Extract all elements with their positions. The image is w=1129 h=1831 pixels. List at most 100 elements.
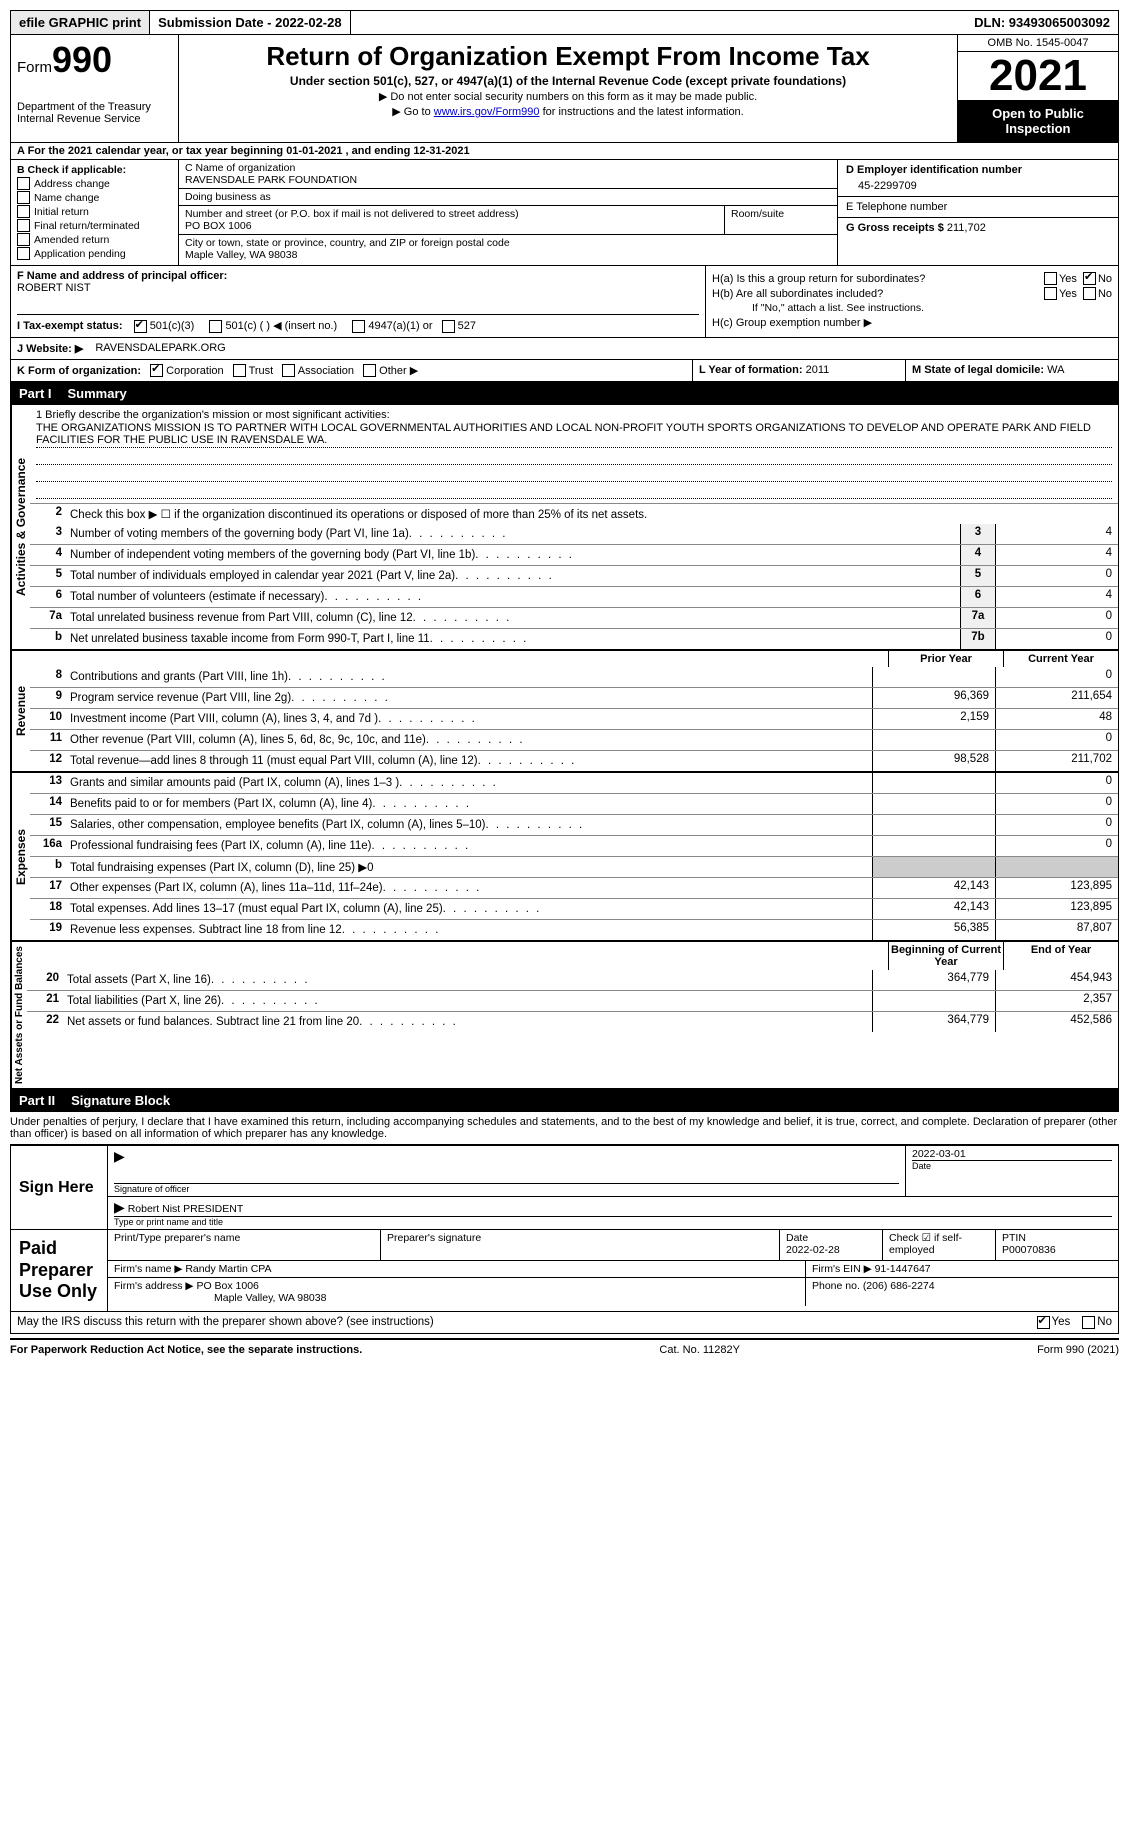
prep-name-space bbox=[114, 1244, 374, 1258]
gov-block: Activities & Governance 1 Briefly descri… bbox=[11, 405, 1118, 649]
line-num: 4 bbox=[30, 545, 66, 565]
chk-trust[interactable] bbox=[233, 364, 246, 377]
line-num: 7a bbox=[30, 608, 66, 628]
prep-self-emp-cell: Check ☑ if self-employed bbox=[883, 1230, 996, 1260]
line-current: 48 bbox=[995, 709, 1118, 729]
opt-501c: 501(c) ( ) ◀ (insert no.) bbox=[225, 320, 337, 332]
mission-blank-2 bbox=[36, 465, 1112, 482]
checkbox-icon bbox=[17, 177, 30, 190]
form-header: Form990 Department of the Treasury Inter… bbox=[10, 35, 1119, 143]
firm-addr-2: Maple Valley, WA 98038 bbox=[114, 1292, 799, 1304]
chk-initial-return[interactable]: Initial return bbox=[17, 205, 172, 218]
exp-block: Expenses 13 Grants and similar amounts p… bbox=[11, 771, 1118, 940]
line-num: 14 bbox=[30, 794, 66, 814]
line-current: 2,357 bbox=[995, 991, 1118, 1011]
chk-other[interactable] bbox=[363, 364, 376, 377]
discuss-no[interactable]: No bbox=[1082, 1316, 1112, 1329]
yes-label: Yes bbox=[1059, 273, 1077, 285]
line-box: 7a bbox=[960, 608, 995, 628]
sig-name-label: Type or print name and title bbox=[114, 1216, 1112, 1227]
firm-addr: PO Box 1006 bbox=[196, 1280, 258, 1292]
footer-right: Form 990 (2021) bbox=[1037, 1344, 1119, 1356]
chk-final-return[interactable]: Final return/terminated bbox=[17, 219, 172, 232]
tax-year: 2021 bbox=[958, 52, 1118, 100]
line-num: 12 bbox=[30, 751, 66, 771]
line-prior bbox=[872, 857, 995, 877]
c-dba-label: Doing business as bbox=[185, 191, 831, 203]
mission-text: THE ORGANIZATIONS MISSION IS TO PARTNER … bbox=[36, 421, 1112, 448]
firm-phone-cell: Phone no. (206) 686-2274 bbox=[806, 1278, 1118, 1306]
form-subtitle: Under section 501(c), 527, or 4947(a)(1)… bbox=[187, 74, 949, 88]
chk-address-change[interactable]: Address change bbox=[17, 177, 172, 190]
prep-ptin-cell: PTINP00070836 bbox=[996, 1230, 1118, 1260]
discuss-yes[interactable]: Yes bbox=[1037, 1316, 1071, 1329]
hb-no[interactable]: No bbox=[1083, 287, 1112, 300]
chk-app-pending[interactable]: Application pending bbox=[17, 247, 172, 260]
opt-assoc: Association bbox=[298, 365, 354, 377]
tab-revenue: Revenue bbox=[11, 651, 30, 771]
part-1-body: Activities & Governance 1 Briefly descri… bbox=[10, 405, 1119, 1089]
line-num: 9 bbox=[30, 688, 66, 708]
prep-name-cell: Print/Type preparer's name bbox=[108, 1230, 381, 1260]
sig-row-1: ▶ Signature of officer 2022-03-01 Date bbox=[108, 1146, 1118, 1197]
line-num: 20 bbox=[27, 970, 63, 990]
line-current: 211,702 bbox=[995, 751, 1118, 771]
chk-label: Application pending bbox=[34, 248, 126, 260]
c-room-label: Room/suite bbox=[731, 208, 831, 220]
mission-blank-1 bbox=[36, 448, 1112, 465]
sig-row-2: ▶ Robert Nist PRESIDENT Type or print na… bbox=[108, 1197, 1118, 1229]
footer-mid: Cat. No. 11282Y bbox=[659, 1344, 740, 1356]
chk-501c[interactable] bbox=[209, 320, 222, 333]
chk-4947[interactable] bbox=[352, 320, 365, 333]
line-value: 0 bbox=[995, 608, 1118, 628]
chk-label: Final return/terminated bbox=[34, 220, 140, 232]
chk-label: Initial return bbox=[34, 206, 89, 218]
page-footer: For Paperwork Reduction Act Notice, see … bbox=[10, 1338, 1119, 1360]
prep-date-cell: Date2022-02-28 bbox=[780, 1230, 883, 1260]
h-b-row: H(b) Are all subordinates included? Yes … bbox=[712, 287, 1112, 300]
summary-line: 11 Other revenue (Part VIII, column (A),… bbox=[30, 729, 1118, 750]
checkbox-icon bbox=[17, 247, 30, 260]
line-current: 0 bbox=[995, 836, 1118, 856]
firm-phone: (206) 686-2274 bbox=[863, 1280, 935, 1292]
line-prior bbox=[872, 667, 995, 687]
line-num: 13 bbox=[30, 773, 66, 793]
firm-name-cell: Firm's name ▶ Randy Martin CPA bbox=[108, 1261, 806, 1277]
irs-link[interactable]: www.irs.gov/Form990 bbox=[434, 106, 540, 118]
chk-501c3[interactable] bbox=[134, 320, 147, 333]
line-current: 0 bbox=[995, 730, 1118, 750]
line-desc: Total fundraising expenses (Part IX, col… bbox=[66, 857, 872, 877]
summary-line: 14 Benefits paid to or for members (Part… bbox=[30, 793, 1118, 814]
chk-assoc[interactable] bbox=[282, 364, 295, 377]
firm-phone-label: Phone no. bbox=[812, 1280, 860, 1292]
summary-line: 21 Total liabilities (Part X, line 26) 2… bbox=[27, 990, 1118, 1011]
penalties-text: Under penalties of perjury, I declare th… bbox=[10, 1112, 1119, 1145]
ha-label: H(a) Is this a group return for subordin… bbox=[712, 273, 1038, 285]
summary-line: 3 Number of voting members of the govern… bbox=[30, 524, 1118, 544]
rev-col-headers: Prior Year Current Year bbox=[30, 651, 1118, 667]
line-desc: Contributions and grants (Part VIII, lin… bbox=[66, 667, 872, 687]
paid-preparer-content: Print/Type preparer's name Preparer's si… bbox=[108, 1230, 1118, 1311]
top-bar: efile GRAPHIC print Submission Date - 20… bbox=[10, 10, 1119, 35]
m-value: WA bbox=[1047, 364, 1064, 376]
col-current: Current Year bbox=[1003, 651, 1118, 667]
line-prior bbox=[872, 815, 995, 835]
chk-corp[interactable] bbox=[150, 364, 163, 377]
sig-date-cell: 2022-03-01 Date bbox=[906, 1146, 1118, 1196]
sig-officer-label: Signature of officer bbox=[114, 1183, 899, 1194]
row-j-website: J Website: ▶ RAVENSDALEPARK.ORG bbox=[10, 337, 1119, 359]
chk-amended[interactable]: Amended return bbox=[17, 233, 172, 246]
mission-blank-3 bbox=[36, 482, 1112, 499]
hb-yes[interactable]: Yes bbox=[1044, 287, 1077, 300]
summary-line: 19 Revenue less expenses. Subtract line … bbox=[30, 919, 1118, 940]
h-c-row: H(c) Group exemption number ▶ bbox=[712, 316, 1112, 329]
chk-name-change[interactable]: Name change bbox=[17, 191, 172, 204]
part-1-num: Part I bbox=[19, 386, 52, 401]
ha-yes[interactable]: Yes bbox=[1044, 272, 1077, 285]
open-to-public: Open to Public Inspection bbox=[958, 100, 1118, 142]
ha-no[interactable]: No bbox=[1083, 272, 1112, 285]
yes-label: Yes bbox=[1059, 288, 1077, 300]
chk-527[interactable] bbox=[442, 320, 455, 333]
line-prior: 364,779 bbox=[872, 970, 995, 990]
d-gross-block: G Gross receipts $ 211,702 bbox=[838, 218, 1118, 265]
